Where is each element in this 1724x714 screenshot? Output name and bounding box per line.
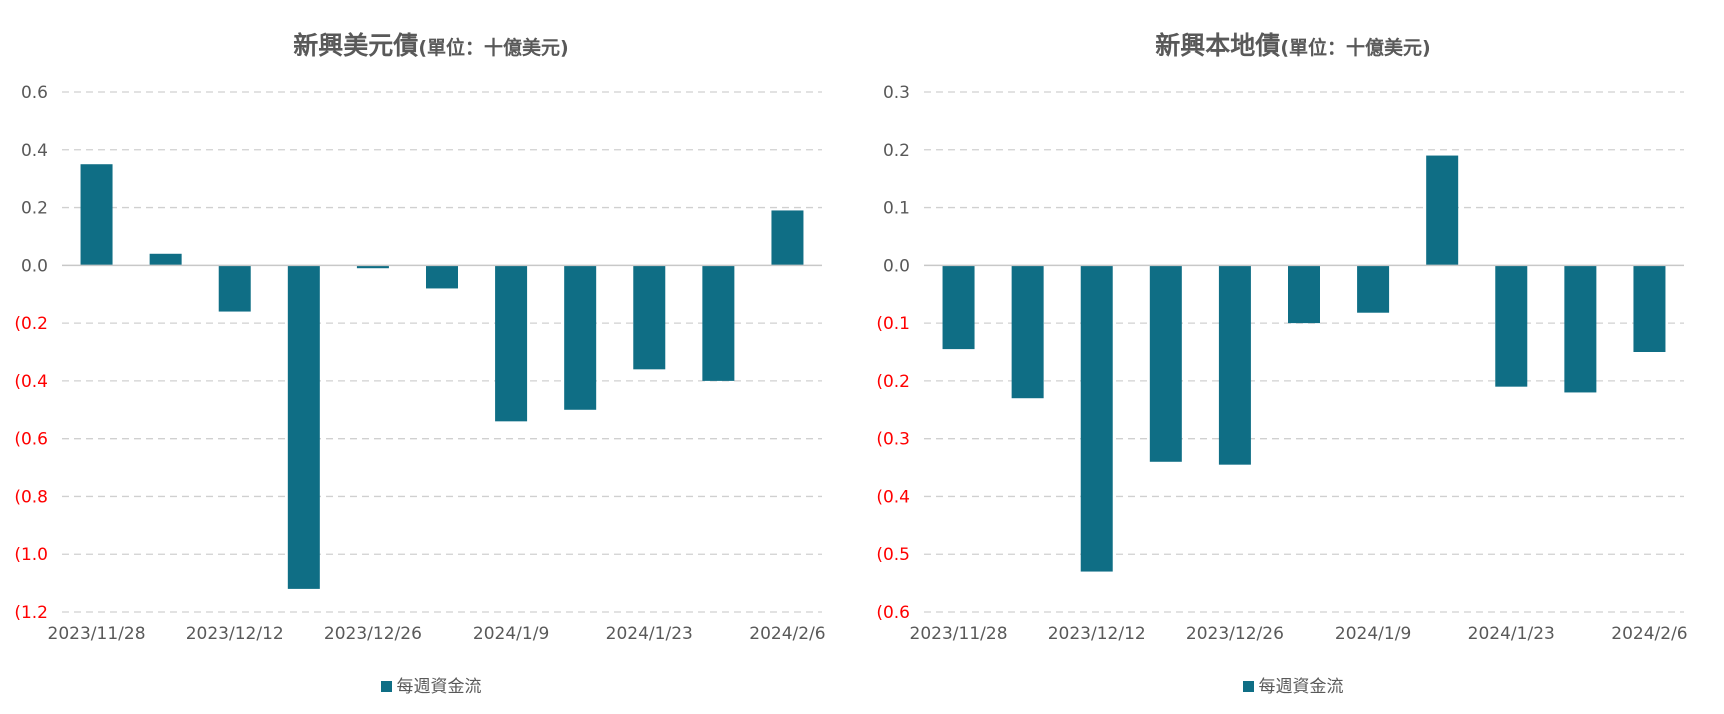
bar: [702, 265, 735, 381]
chart-title-main: 新興本地債: [1155, 31, 1281, 60]
y-tick-label: (1.0: [14, 545, 48, 565]
chart-title: 新興本地債(單位：十億美元): [862, 26, 1724, 62]
legend-swatch: [1242, 681, 1254, 692]
bar: [633, 265, 666, 370]
bar: [1633, 265, 1666, 352]
y-tick-label: (0.6: [14, 430, 48, 450]
bar: [1011, 265, 1044, 399]
y-tick-label: (0.4: [876, 487, 910, 507]
bar: [564, 265, 597, 410]
x-tick-label: 2024/2/6: [749, 624, 825, 644]
x-tick-label: 2023/12/12: [1048, 624, 1146, 644]
bar: [1149, 265, 1182, 462]
y-tick-label: 0.1: [883, 199, 910, 219]
y-tick-label: (0.3: [876, 430, 910, 450]
chart-legend: 每週資金流: [862, 672, 1724, 697]
bar: [356, 265, 389, 269]
bar: [1357, 265, 1390, 313]
y-tick-label: (0.1: [876, 314, 910, 334]
legend-label: 每週資金流: [396, 677, 482, 697]
y-tick-label: 0.6: [21, 83, 48, 103]
bar: [942, 265, 975, 350]
bar: [287, 265, 320, 589]
x-tick-label: 2024/1/9: [473, 624, 549, 644]
bar: [771, 210, 804, 266]
y-tick-label: 0.4: [21, 141, 48, 161]
x-tick-label: 2024/1/23: [606, 624, 693, 644]
y-tick-label: (0.6: [876, 603, 910, 623]
local-bond-chart: 新興本地債(單位：十億美元) 0.3 0.2 0.1 0.0 (0.1 (0.2 (0.3 (…: [862, 0, 1724, 714]
chart-title-main: 新興美元債: [293, 31, 419, 60]
y-tick-label: 0.0: [883, 256, 910, 276]
x-tick-label: 2023/12/26: [1186, 624, 1284, 644]
x-tick-label: 2023/11/28: [910, 624, 1008, 644]
y-tick-label: (0.5: [876, 545, 910, 565]
bar: [1288, 265, 1320, 324]
bar: [426, 265, 458, 289]
chart-title: 新興美元債(單位：十億美元): [0, 26, 862, 62]
y-tick-label: 0.2: [21, 199, 48, 219]
bar: [1218, 265, 1251, 465]
x-tick-label: 2024/2/6: [1611, 624, 1687, 644]
x-tick-label: 2023/12/26: [324, 624, 422, 644]
bar: [80, 164, 113, 266]
bar: [1080, 265, 1113, 572]
y-tick-label: (0.2: [14, 314, 48, 334]
bar: [1426, 155, 1459, 266]
chart-title-unit: (單位：十億美元): [418, 37, 569, 59]
y-tick-label: (0.8: [14, 487, 48, 507]
y-tick-label: (1.2: [14, 603, 48, 623]
y-tick-label: 0.0: [21, 256, 48, 276]
bar: [1495, 265, 1528, 387]
y-tick-label: (0.4: [14, 372, 48, 392]
x-tick-label: 2023/12/12: [186, 624, 284, 644]
x-tick-label: 2024/1/9: [1335, 624, 1411, 644]
chart-plot-area: 0.60.40.20.0(0.2(0.4(0.6(0.8(1.0(1.22023…: [14, 83, 825, 644]
x-tick-label: 2023/11/28: [48, 624, 146, 644]
x-tick-label: 2024/1/23: [1468, 624, 1555, 644]
y-tick-label: 0.2: [883, 141, 910, 161]
chart-legend: 每週資金流: [0, 672, 862, 697]
y-tick-label: 0.3: [883, 83, 910, 103]
bar: [218, 265, 251, 312]
bar: [1564, 265, 1597, 393]
usd-bond-chart: 新興美元債(單位：十億美元) 0.6 0.4 0.2 0.0 (0.2 (0.4 (0.6 (…: [0, 26, 862, 697]
y-tick-label: (0.2: [876, 372, 910, 392]
legend-swatch: [380, 681, 392, 692]
chart-plot-area: 0.30.20.10.0(0.1(0.2(0.3(0.4(0.5(0.62023…: [876, 83, 1687, 644]
chart-title-unit: (單位：十億美元): [1280, 37, 1431, 59]
bar: [495, 265, 528, 422]
legend-label: 每週資金流: [1258, 677, 1344, 697]
bar: [149, 253, 182, 266]
